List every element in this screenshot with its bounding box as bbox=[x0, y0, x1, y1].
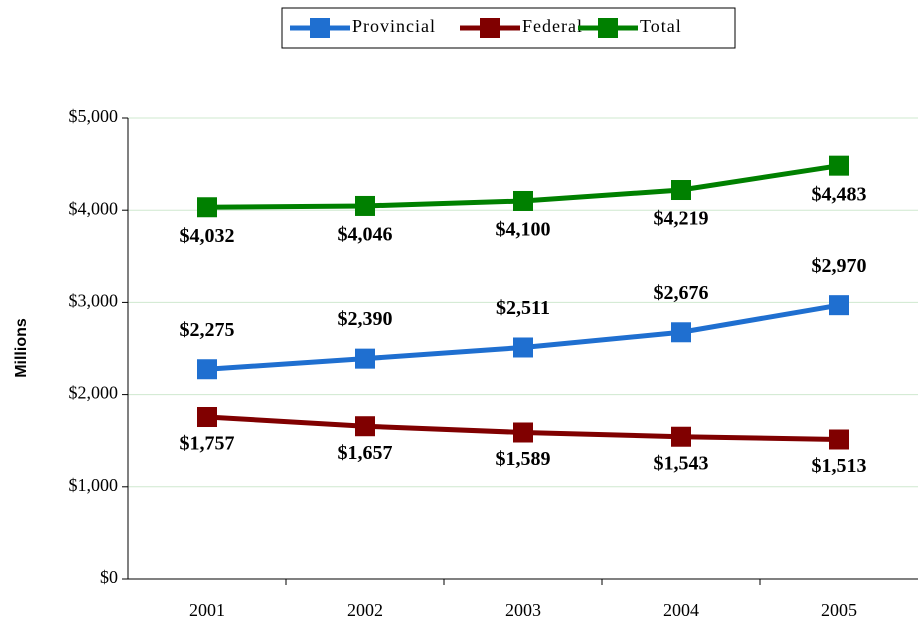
data-label: $2,970 bbox=[812, 255, 867, 277]
legend-marker bbox=[480, 18, 500, 38]
data-label: $4,100 bbox=[496, 219, 551, 241]
data-label: $4,046 bbox=[338, 224, 393, 246]
marker bbox=[355, 195, 375, 216]
data-label: $1,543 bbox=[654, 452, 709, 474]
legend-label: Total bbox=[640, 16, 682, 36]
marker bbox=[513, 190, 533, 211]
data-label: $2,275 bbox=[180, 319, 235, 341]
y-tick-label: $1,000 bbox=[69, 475, 119, 495]
y-tick-label: $5,000 bbox=[69, 106, 119, 126]
legend-marker bbox=[598, 18, 618, 38]
data-label: $1,589 bbox=[496, 448, 551, 470]
marker bbox=[197, 197, 217, 218]
marker bbox=[829, 155, 849, 176]
data-label: $2,390 bbox=[338, 308, 393, 330]
y-tick-label: $2,000 bbox=[69, 383, 119, 403]
y-axis-label: Millions bbox=[13, 318, 30, 378]
marker bbox=[197, 359, 217, 380]
data-label: $1,757 bbox=[180, 433, 235, 455]
marker bbox=[829, 429, 849, 450]
legend-label: Provincial bbox=[352, 16, 436, 36]
data-label: $4,219 bbox=[654, 208, 709, 230]
data-label: $2,676 bbox=[654, 282, 709, 304]
x-tick-label: 2005 bbox=[821, 600, 857, 620]
marker bbox=[513, 422, 533, 443]
data-label: $1,657 bbox=[338, 442, 393, 464]
y-tick-label: $0 bbox=[100, 567, 118, 587]
x-tick-label: 2002 bbox=[347, 600, 383, 620]
marker bbox=[671, 322, 691, 343]
marker bbox=[513, 337, 533, 358]
legend-label: Federal bbox=[522, 16, 583, 36]
x-tick-label: 2003 bbox=[505, 600, 541, 620]
marker bbox=[671, 426, 691, 447]
x-tick-label: 2004 bbox=[663, 600, 699, 620]
marker bbox=[671, 180, 691, 201]
y-tick-label: $4,000 bbox=[69, 198, 119, 218]
y-tick-label: $3,000 bbox=[69, 291, 119, 311]
data-label: $4,483 bbox=[812, 183, 867, 205]
data-label: $4,032 bbox=[180, 225, 235, 247]
marker bbox=[355, 348, 375, 369]
x-tick-label: 2001 bbox=[189, 600, 225, 620]
marker bbox=[197, 407, 217, 428]
marker bbox=[355, 416, 375, 437]
marker bbox=[829, 295, 849, 316]
legend-marker bbox=[310, 18, 330, 38]
data-label: $1,513 bbox=[812, 455, 867, 477]
data-label: $2,511 bbox=[496, 297, 550, 319]
